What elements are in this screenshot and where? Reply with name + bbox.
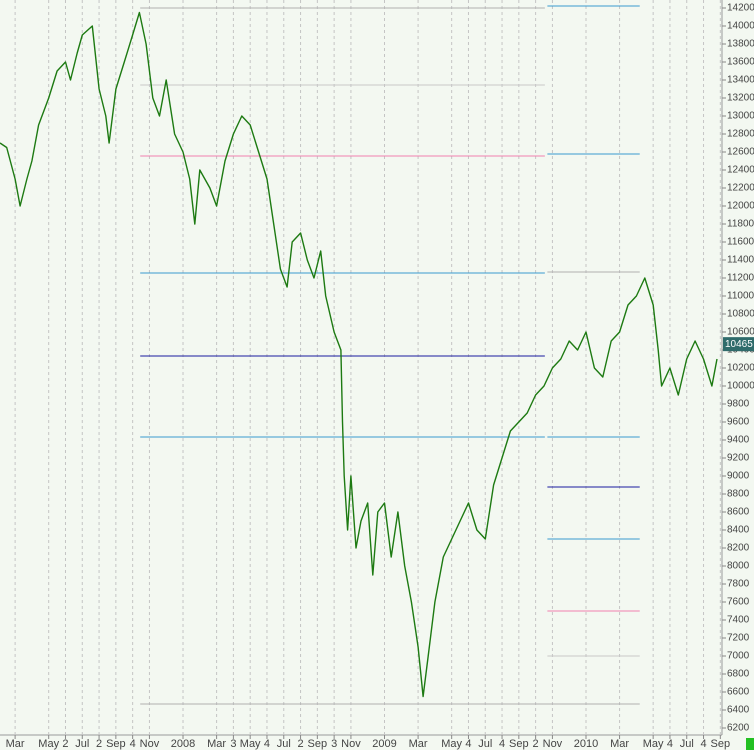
x-tick-label: 2009 [372, 738, 396, 750]
y-tick-label: 13000 [727, 111, 754, 122]
y-tick-label: 9600 [727, 417, 750, 428]
y-tick-label: 13600 [727, 57, 754, 68]
x-tick-label: Sep [308, 738, 328, 750]
y-tick-label: 8000 [727, 561, 750, 572]
y-tick-label: 12400 [727, 165, 754, 176]
x-tick-label: Mar [610, 738, 629, 750]
y-tick-label: 11800 [727, 219, 754, 230]
x-tick-label: Nov [140, 738, 160, 750]
x-tick-label: 4 [700, 738, 706, 750]
y-tick-label: 6200 [727, 723, 750, 734]
last-value-box [723, 337, 754, 352]
y-tick-label: 6800 [727, 669, 750, 680]
y-tick-label: 12800 [727, 129, 754, 140]
x-tick-label: 3 [331, 738, 337, 750]
x-tick-label: 2 [297, 738, 303, 750]
y-tick-label: 10200 [727, 363, 754, 374]
x-tick-label: 4 [465, 738, 471, 750]
y-tick-label: 8200 [727, 543, 750, 554]
x-tick-label: 3 [230, 738, 236, 750]
y-tick-label: 11200 [727, 273, 754, 284]
x-tick-label: Sep [711, 738, 731, 750]
x-tick-label: May [38, 738, 59, 750]
x-tick-label: Mar [409, 738, 428, 750]
y-tick-label: 12200 [727, 183, 754, 194]
x-tick-label: May [643, 738, 664, 750]
y-tick-label: 11000 [727, 291, 754, 302]
x-tick-label: Mar [6, 738, 25, 750]
y-tick-label: 13800 [727, 39, 754, 50]
x-tick-label: Jul [478, 738, 492, 750]
y-tick-label: 6400 [727, 705, 750, 716]
y-tick-label: 8400 [727, 525, 750, 536]
x-tick-label: Jul [277, 738, 291, 750]
y-tick-label: 6600 [727, 687, 750, 698]
x-tick-label: Sep [106, 738, 126, 750]
x-tick-label: 4 [130, 738, 136, 750]
y-tick-label: 12600 [727, 147, 754, 158]
x-tick-label: 2 [96, 738, 102, 750]
price-line [0, 11, 718, 698]
y-tick-label: 7600 [727, 597, 750, 608]
y-tick-label: 13400 [727, 75, 754, 86]
last-value-label: 10465 [725, 339, 753, 350]
x-tick-label: 2008 [171, 738, 195, 750]
y-tick-label: 14000 [727, 21, 754, 32]
y-tick-label: 14200 [727, 3, 754, 14]
y-tick-label: 9800 [727, 399, 750, 410]
x-tick-label: 4 [499, 738, 505, 750]
x-tick-label: Jul [680, 738, 694, 750]
x-tick-label: Nov [341, 738, 361, 750]
y-tick-label: 7800 [727, 579, 750, 590]
y-tick-label: 9400 [727, 435, 750, 446]
y-tick-label: 10800 [727, 309, 754, 320]
x-tick-label: Jul [75, 738, 89, 750]
y-tick-label: 7000 [727, 651, 750, 662]
y-tick-label: 8600 [727, 507, 750, 518]
x-tick-label: Nov [543, 738, 563, 750]
y-tick-label: 12000 [727, 201, 754, 212]
x-tick-label: May [441, 738, 462, 750]
y-tick-label: 11600 [727, 237, 754, 248]
y-tick-label: 10000 [727, 381, 754, 392]
y-tick-label: 10600 [727, 327, 754, 338]
x-tick-label: 4 [667, 738, 673, 750]
x-tick-label: 2010 [574, 738, 598, 750]
y-tick-label: 13200 [727, 93, 754, 104]
y-tick-label: 9200 [727, 453, 750, 464]
y-tick-label: 11400 [727, 255, 754, 266]
y-tick-label: 7400 [727, 615, 750, 626]
x-tick-label: 2 [62, 738, 68, 750]
x-tick-label: Sep [509, 738, 529, 750]
x-tick-label: 2 [533, 738, 539, 750]
corner-indicator [746, 738, 754, 750]
x-tick-label: 4 [264, 738, 270, 750]
x-tick-label: Mar [207, 738, 226, 750]
y-tick-label: 7200 [727, 633, 750, 644]
y-tick-label: 8800 [727, 489, 750, 500]
x-tick-label: May [240, 738, 261, 750]
y-tick-label: 9000 [727, 471, 750, 482]
